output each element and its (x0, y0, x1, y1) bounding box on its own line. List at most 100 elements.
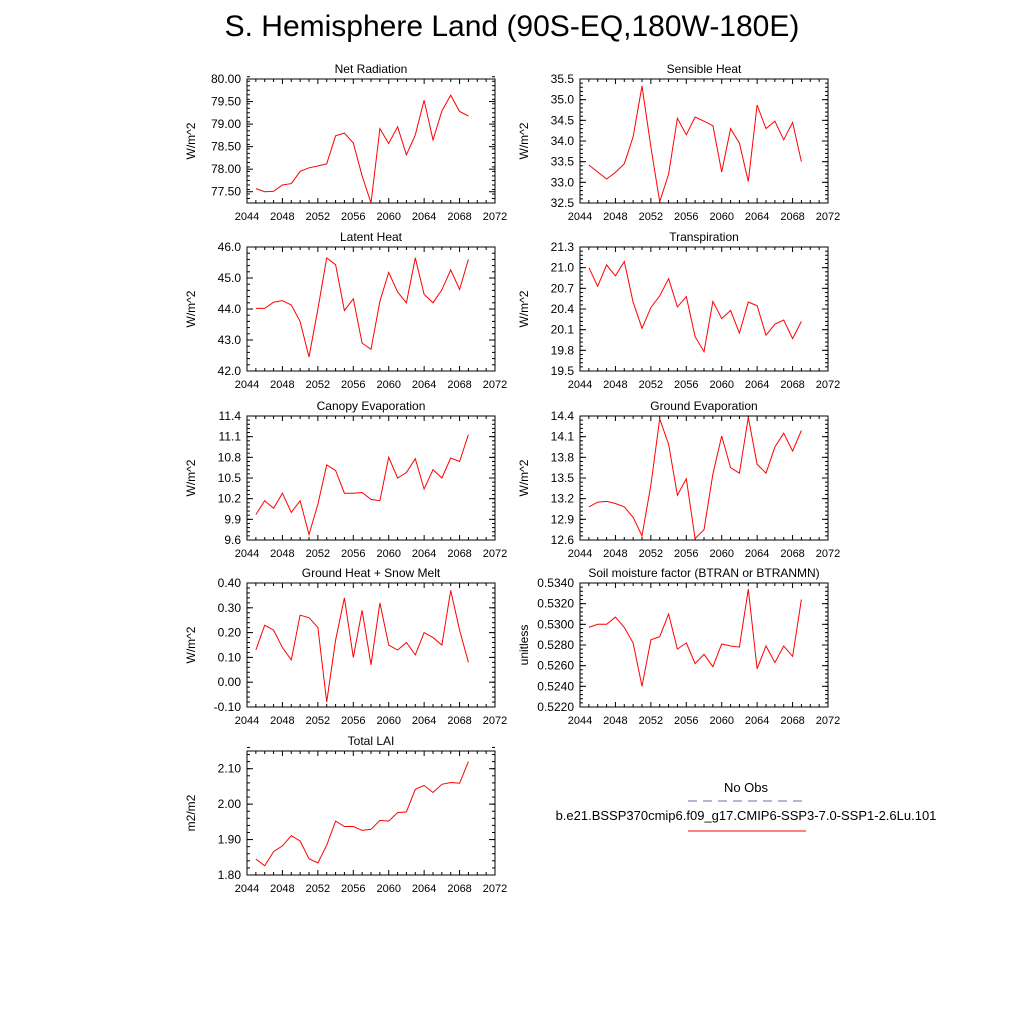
x-tick-label: 2068 (780, 548, 804, 560)
x-tick-label: 2048 (270, 548, 294, 560)
y-tick-label: 77.50 (211, 185, 241, 199)
x-tick-label: 2044 (235, 883, 259, 895)
x-tick-label: 2068 (447, 379, 471, 391)
y-tick-label: 34.5 (551, 113, 575, 127)
x-tick-label: 2048 (603, 715, 627, 727)
panel-title: Total LAI (348, 734, 395, 748)
x-tick-label: 2072 (483, 379, 507, 391)
y-tick-label: 78.00 (211, 162, 241, 176)
x-tick-label: 2060 (376, 548, 400, 560)
x-tick-label: 2072 (816, 715, 840, 727)
x-tick-label: 2072 (816, 548, 840, 560)
y-axis-label: unitless (517, 625, 531, 666)
x-tick-label: 2068 (447, 548, 471, 560)
x-tick-label: 2068 (780, 379, 804, 391)
x-tick-label: 2072 (483, 883, 507, 895)
y-tick-label: 9.6 (224, 533, 241, 547)
x-tick-label: 2064 (745, 379, 769, 391)
y-axis-label: W/m^2 (517, 122, 531, 159)
x-tick-label: 2060 (709, 379, 733, 391)
x-tick-label: 2048 (603, 211, 627, 223)
x-tick-label: 2072 (816, 211, 840, 223)
y-tick-label: 1.80 (218, 868, 242, 882)
x-tick-label: 2068 (780, 211, 804, 223)
plot-frame (246, 246, 496, 372)
y-tick-label: 19.5 (551, 364, 575, 378)
x-tick-label: 2060 (709, 211, 733, 223)
plot-frame (246, 750, 496, 876)
y-tick-label: 2.10 (218, 762, 242, 776)
y-tick-label: 10.8 (218, 450, 242, 464)
x-tick-label: 2052 (306, 379, 330, 391)
x-tick-label: 2060 (709, 715, 733, 727)
y-tick-label: 35.0 (551, 93, 575, 107)
y-tick-label: 11.4 (219, 409, 242, 423)
y-tick-label: 11.1 (219, 430, 242, 444)
y-axis-label: W/m^2 (517, 290, 531, 327)
y-tick-label: 10.2 (218, 492, 242, 506)
chart-panel-7: Ground Heat + Snow Melt W/m^2 2044 2048 2052… (184, 566, 507, 727)
x-tick-label: 2048 (270, 211, 294, 223)
y-tick-label: 34.0 (551, 134, 575, 148)
y-tick-label: 13.8 (551, 450, 575, 464)
y-axis-label: W/m^2 (184, 290, 198, 327)
x-tick-label: 2060 (376, 379, 400, 391)
x-tick-label: 2052 (639, 211, 663, 223)
chart-panel-2: Sensible Heat W/m^2 2044 2048 2052 2056 2060 20… (517, 62, 840, 223)
y-tick-label: 13.2 (551, 492, 575, 506)
x-tick-label: 2060 (709, 548, 733, 560)
y-tick-label: 0.5240 (537, 679, 574, 693)
y-tick-label: 44.0 (218, 302, 242, 316)
chart-panel-3: Latent Heat W/m^2 2044 2048 2052 2056 2060 2064… (184, 230, 507, 391)
series-line (255, 257, 469, 358)
panel-title: Soil moisture factor (BTRAN or BTRANMN) (588, 566, 819, 580)
chart-panel-6: Ground Evaporation W/m^2 2044 2048 2052 2056 2… (517, 399, 840, 560)
plot-frame (246, 582, 496, 708)
y-tick-label: 0.5340 (537, 576, 574, 590)
x-tick-label: 2056 (674, 548, 698, 560)
y-tick-label: 19.8 (551, 343, 575, 357)
panel-title: Ground Evaporation (650, 399, 757, 413)
plot-frame (246, 415, 496, 541)
y-tick-label: 9.9 (224, 512, 241, 526)
x-tick-label: 2056 (674, 379, 698, 391)
x-tick-label: 2072 (483, 211, 507, 223)
x-tick-label: 2056 (341, 548, 365, 560)
x-tick-label: 2052 (639, 379, 663, 391)
y-tick-label: 33.5 (551, 155, 575, 169)
x-tick-label: 2064 (412, 715, 436, 727)
x-tick-label: 2044 (568, 548, 592, 560)
x-tick-label: 2072 (816, 379, 840, 391)
series-line (255, 761, 469, 867)
y-tick-label: 0.5220 (537, 700, 574, 714)
y-tick-label: 12.6 (551, 533, 575, 547)
series-line (588, 589, 802, 687)
x-tick-label: 2052 (306, 715, 330, 727)
chart-panel-4: Transpiration W/m^2 2044 2048 2052 2056 2060 20… (517, 230, 840, 391)
y-axis-label: m2/m2 (184, 794, 198, 831)
x-tick-label: 2064 (412, 211, 436, 223)
y-tick-label: 0.5280 (537, 638, 574, 652)
legend-case-label: b.e21.BSSP370cmip6.f09_g17.CMIP6-SSP3-7.… (556, 808, 937, 823)
x-tick-label: 2044 (568, 715, 592, 727)
chart-panels: Net Radiation W/m^2 2044 2048 2052 2056 2060 20… (184, 62, 840, 895)
y-tick-label: 13.5 (551, 471, 575, 485)
y-tick-label: 32.5 (551, 196, 575, 210)
x-tick-label: 2072 (483, 715, 507, 727)
y-axis-label: W/m^2 (184, 459, 198, 496)
x-tick-label: 2044 (568, 379, 592, 391)
y-tick-label: 0.5320 (537, 597, 574, 611)
y-tick-label: 14.1 (551, 430, 575, 444)
series-line (588, 85, 802, 202)
y-tick-label: 42.0 (218, 364, 242, 378)
x-tick-label: 2044 (235, 715, 259, 727)
legend: No Obs b.e21.BSSP370cmip6.f09_g17.CMIP6-… (556, 780, 937, 832)
series-line (588, 260, 802, 354)
y-tick-label: 79.50 (211, 95, 241, 109)
y-tick-label: 21.0 (551, 261, 575, 275)
x-tick-label: 2068 (447, 715, 471, 727)
x-tick-label: 2052 (306, 548, 330, 560)
y-tick-label: 2.00 (218, 797, 242, 811)
y-tick-label: 20.4 (551, 302, 575, 316)
y-tick-label: 0.40 (218, 576, 242, 590)
